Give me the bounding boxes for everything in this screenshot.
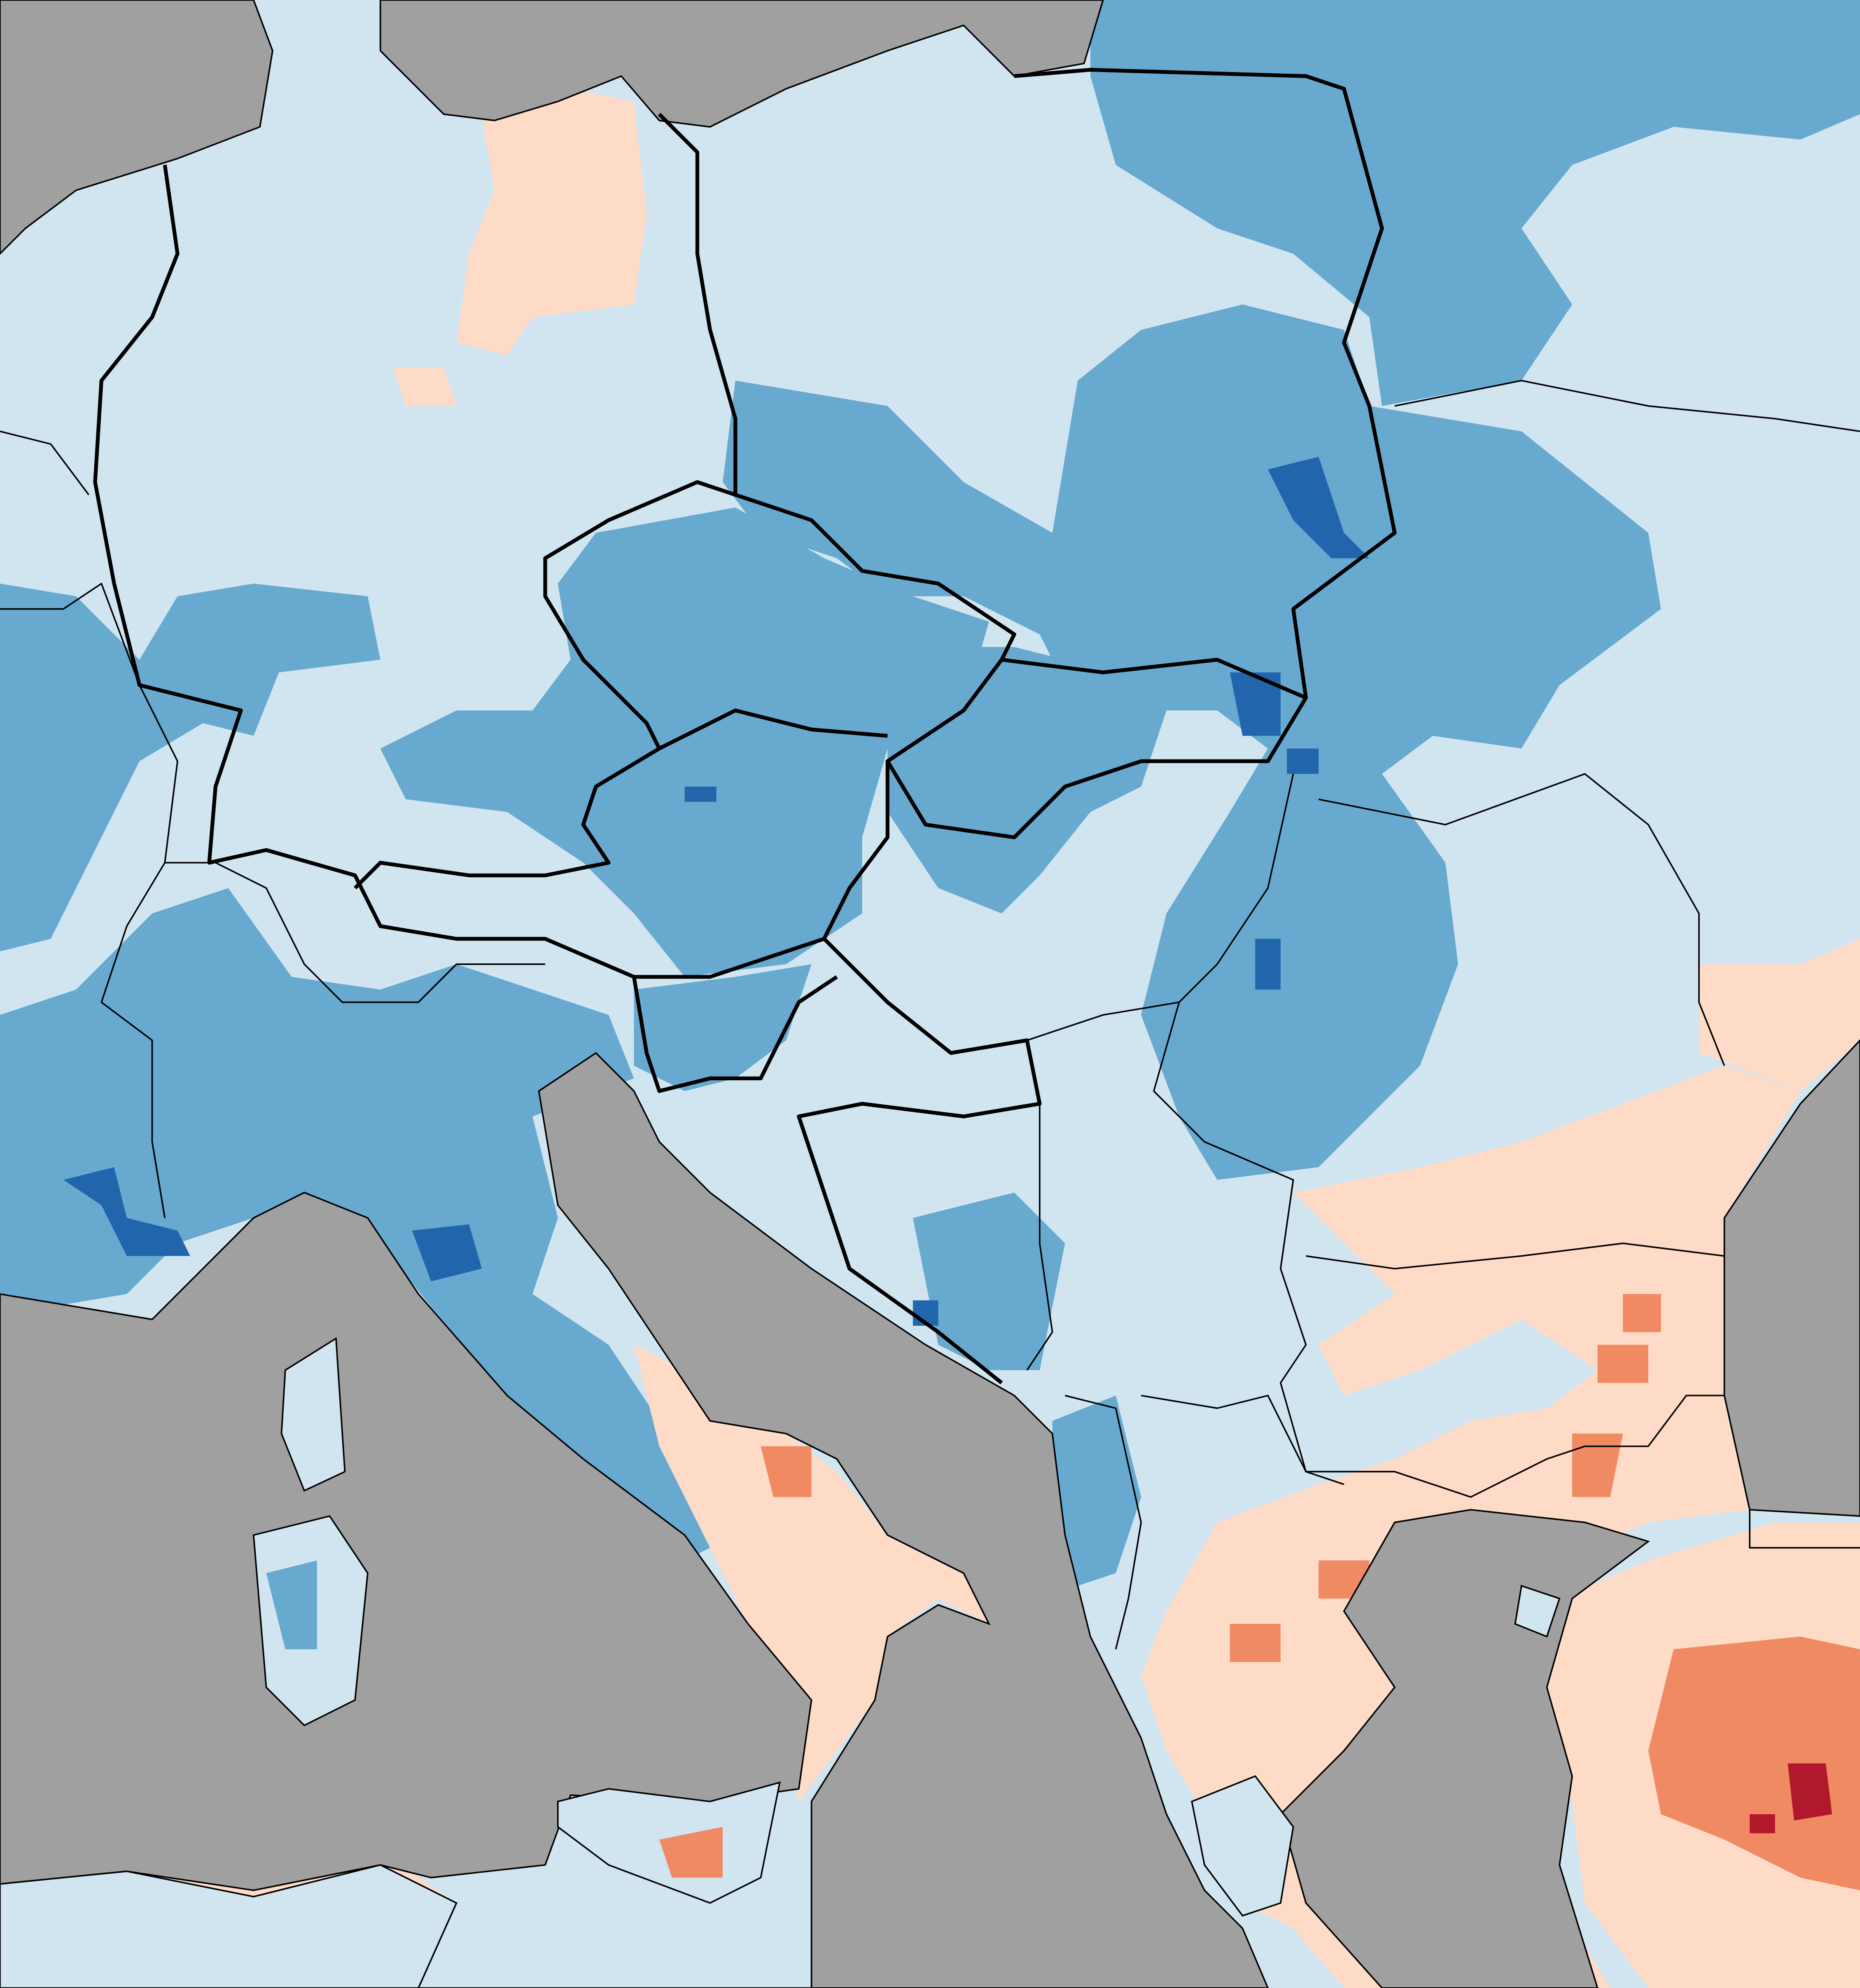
island [0, 1337, 1561, 1988]
anomaly-moderate-negative [0, 0, 1860, 1649]
country-border-minor [0, 380, 1860, 1649]
anomaly-strong-positive [1750, 1763, 1832, 1834]
anomaly-strong-negative [63, 456, 1370, 1326]
country-border-major [93, 68, 1397, 1385]
